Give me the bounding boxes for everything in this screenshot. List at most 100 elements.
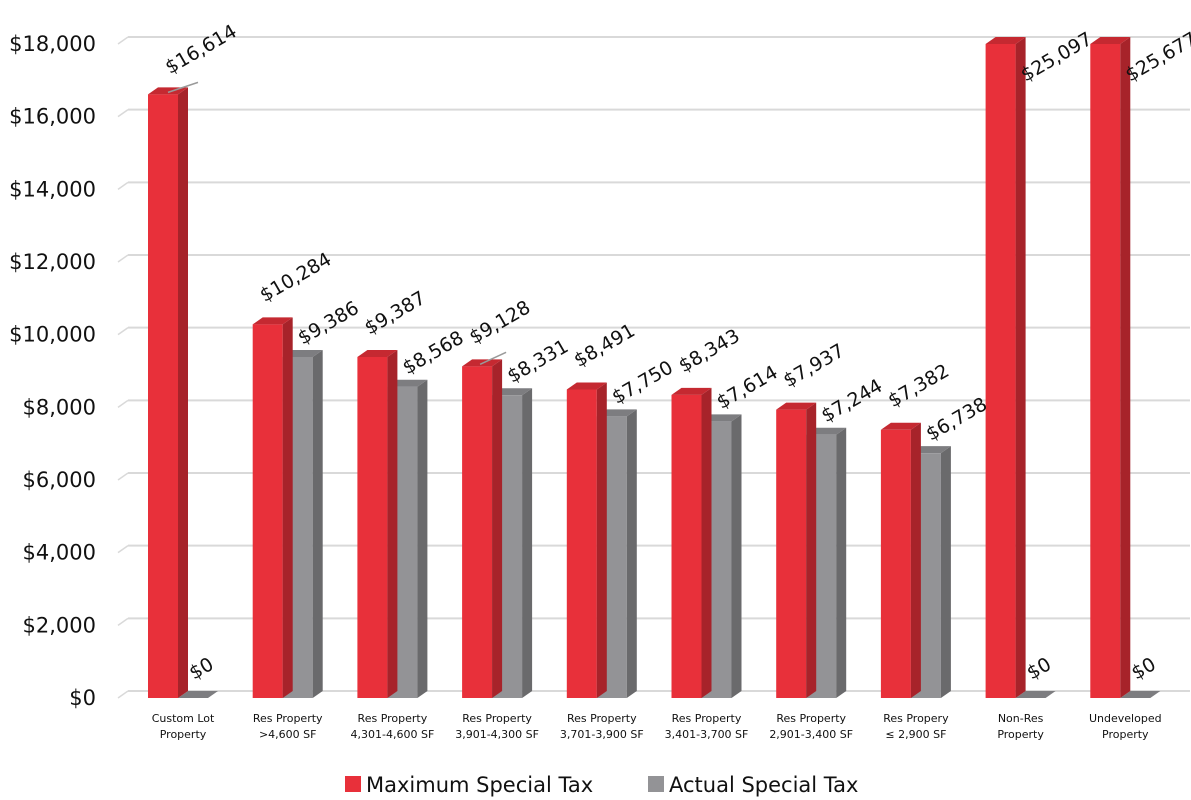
legend-label: Maximum Special Tax <box>366 773 593 797</box>
x-tick-label: 3,901-4,300 SF <box>455 728 539 741</box>
data-label-maximum: $8,343 <box>675 325 744 377</box>
data-label-actual: $0 <box>1023 653 1055 684</box>
legend-swatch <box>648 776 664 792</box>
bar-maximum-special-tax <box>357 349 398 698</box>
bar-maximum-special-tax <box>1090 37 1131 698</box>
y-axis-ticks: $0 $2,000 $4,000 $6,000 $8,000 $10,000 $12,000… <box>9 32 96 710</box>
bar-maximum-special-tax-top <box>985 37 1026 44</box>
bar-actual-special-tax-side <box>417 379 428 698</box>
bar-maximum-special-tax-side <box>178 87 188 698</box>
bar-maximum-special-tax-side <box>701 387 712 698</box>
gridline-diagonal <box>117 36 129 45</box>
gridline-diagonal <box>117 617 129 626</box>
data-label-maximum: $9,128 <box>466 296 535 348</box>
x-tick-label: Non-Res <box>998 712 1044 725</box>
y-tick-label: $16,000 <box>9 105 96 129</box>
bar-actual-special-tax-side <box>836 427 847 698</box>
bar-maximum-special-tax-side <box>282 317 293 698</box>
x-tick-label: >4,600 SF <box>259 728 317 741</box>
bar-actual-special-tax-side <box>626 409 637 698</box>
x-tick-label: Res Property <box>253 712 323 725</box>
bar-actual-special-tax-top <box>1120 691 1161 698</box>
y-tick-label: $6,000 <box>23 468 96 492</box>
bar-maximum-special-tax-top <box>671 387 712 395</box>
gridline-diagonal <box>117 690 129 699</box>
bar-maximum-special-tax-front <box>566 389 597 698</box>
bar-maximum-special-tax-side <box>1015 37 1026 698</box>
bar-maximum-special-tax-front <box>985 44 1016 698</box>
data-label-maximum: $7,382 <box>884 360 953 412</box>
y-tick-label: $2,000 <box>23 613 96 637</box>
x-tick-label: Res Property <box>776 712 846 725</box>
bar-maximum-special-tax-top <box>357 349 398 357</box>
x-tick-label: Res Property <box>672 712 742 725</box>
x-tick-label: Res Propery <box>883 712 949 725</box>
bar-maximum-special-tax-front <box>1090 44 1121 698</box>
y-tick-label: $10,000 <box>9 323 96 347</box>
bar-maximum-special-tax <box>985 37 1026 698</box>
bar-maximum-special-tax-front <box>880 429 911 698</box>
bar-maximum-special-tax-side <box>806 402 817 698</box>
bar-maximum-special-tax-front <box>776 409 807 698</box>
bar-actual-special-tax-top <box>178 691 218 698</box>
bar-actual-special-tax-side <box>312 349 323 698</box>
bar-maximum-special-tax <box>566 382 607 698</box>
x-tick-label: Custom Lot <box>152 712 215 725</box>
x-tick-label: Property <box>160 728 207 741</box>
bar-actual-special-tax-side <box>940 446 951 698</box>
bar-actual-special-tax-side <box>522 388 533 698</box>
y-tick-label: $12,000 <box>9 250 96 274</box>
bar-maximum-special-tax-side <box>596 382 607 698</box>
data-label-actual: $7,614 <box>713 361 782 413</box>
x-tick-label: 4,301-4,600 SF <box>351 728 435 741</box>
bar-maximum-special-tax <box>252 317 293 698</box>
x-tick-label: Res Property <box>567 712 637 725</box>
data-label-actual: $8,568 <box>399 327 468 379</box>
bar-maximum-special-tax-side <box>1120 37 1131 698</box>
bar-maximum-special-tax-top <box>776 402 817 410</box>
legend-swatch <box>345 776 361 792</box>
legend-label: Actual Special Tax <box>669 773 858 797</box>
bar-maximum-special-tax-top <box>566 382 607 390</box>
bar-maximum-special-tax <box>671 387 712 698</box>
data-label-maximum: $7,937 <box>780 340 849 392</box>
data-label-actual: $9,386 <box>294 297 363 349</box>
x-tick-label: Property <box>1102 728 1149 741</box>
gridline-diagonal <box>117 327 129 336</box>
data-label-maximum: $10,284 <box>256 248 335 306</box>
bar-maximum-special-tax <box>462 359 503 698</box>
bar-maximum-special-tax-front <box>462 366 493 698</box>
bar-maximum-special-tax-front <box>357 356 388 698</box>
leader-line <box>167 81 199 94</box>
data-label-maximum: $16,614 <box>162 20 241 78</box>
bar-maximum-special-tax-top <box>1090 37 1131 44</box>
bar-maximum-special-tax <box>880 422 921 698</box>
bar-actual-special-tax <box>1015 691 1056 698</box>
y-tick-label: $8,000 <box>23 395 96 419</box>
x-tick-label: Res Property <box>358 712 428 725</box>
x-tick-label: Property <box>997 728 1044 741</box>
x-axis-ticks: Custom Lot Property Res Property >4,600 SF R… <box>152 712 1162 741</box>
bar-actual-special-tax <box>1120 691 1161 698</box>
bar-maximum-special-tax-top <box>880 422 921 430</box>
y-tick-label: $14,000 <box>9 177 96 201</box>
x-tick-label: 2,901-3,400 SF <box>769 728 853 741</box>
bar-maximum-special-tax <box>776 402 817 698</box>
x-tick-label: ≤ 2,900 SF <box>885 728 946 741</box>
gridline-diagonal <box>117 472 129 481</box>
legend: Maximum Special Tax Actual Special Tax <box>345 773 858 797</box>
bar-maximum-special-tax-side <box>910 422 921 698</box>
gridline-diagonal <box>117 254 129 263</box>
y-tick-label: $0 <box>69 686 96 710</box>
y-tick-label: $4,000 <box>23 541 96 565</box>
bar-maximum-special-tax-side <box>387 349 398 698</box>
data-label-actual: $0 <box>1128 653 1160 684</box>
gridline-diagonal <box>117 545 129 554</box>
bar-actual-special-tax-top <box>1015 691 1056 698</box>
bar-maximum-special-tax-front <box>671 394 702 698</box>
bar-maximum-special-tax-front <box>252 324 283 698</box>
bar-actual-special-tax-side <box>731 414 742 698</box>
x-tick-label: 3,401-3,700 SF <box>665 728 749 741</box>
